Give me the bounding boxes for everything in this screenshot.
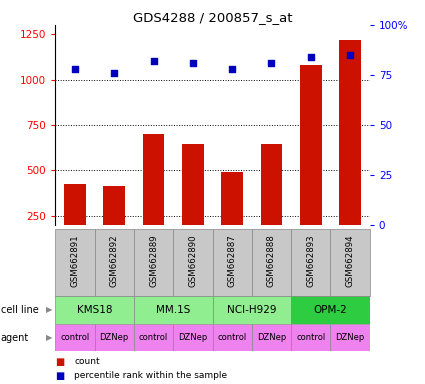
Text: GSM662894: GSM662894: [346, 235, 354, 288]
Point: [150, 58, 157, 64]
Text: control: control: [139, 333, 168, 342]
Bar: [212, 324, 252, 351]
Bar: [339, 40, 361, 262]
Bar: [173, 324, 212, 351]
Text: agent: agent: [1, 333, 29, 343]
Text: GSM662890: GSM662890: [188, 235, 197, 288]
Bar: [134, 229, 173, 296]
Bar: [55, 229, 94, 296]
Bar: [134, 296, 212, 324]
Text: OPM-2: OPM-2: [314, 305, 347, 315]
Text: MM.1S: MM.1S: [156, 305, 190, 315]
Text: NCI-H929: NCI-H929: [227, 305, 277, 315]
Bar: [291, 229, 331, 296]
Bar: [94, 324, 134, 351]
Text: control: control: [218, 333, 247, 342]
Bar: [252, 324, 291, 351]
Text: DZNep: DZNep: [178, 333, 207, 342]
Text: ▶: ▶: [45, 305, 52, 314]
Text: GSM662887: GSM662887: [228, 235, 237, 288]
Bar: [55, 296, 134, 324]
Text: GSM662891: GSM662891: [71, 235, 79, 288]
Bar: [331, 229, 370, 296]
Text: ▶: ▶: [45, 333, 52, 342]
Bar: [261, 144, 282, 262]
Point: [229, 66, 235, 72]
Text: GSM662893: GSM662893: [306, 235, 315, 288]
Text: GDS4288 / 200857_s_at: GDS4288 / 200857_s_at: [133, 12, 292, 25]
Text: DZNep: DZNep: [257, 333, 286, 342]
Bar: [221, 172, 243, 262]
Text: ■: ■: [55, 357, 65, 367]
Text: control: control: [296, 333, 326, 342]
Bar: [134, 324, 173, 351]
Bar: [103, 186, 125, 262]
Text: ■: ■: [55, 371, 65, 381]
Text: DZNep: DZNep: [335, 333, 365, 342]
Text: control: control: [60, 333, 90, 342]
Text: GSM662889: GSM662889: [149, 235, 158, 288]
Text: KMS18: KMS18: [77, 305, 112, 315]
Bar: [173, 229, 212, 296]
Text: DZNep: DZNep: [99, 333, 129, 342]
Text: count: count: [74, 357, 100, 366]
Bar: [331, 324, 370, 351]
Point: [111, 70, 118, 76]
Text: GSM662888: GSM662888: [267, 235, 276, 288]
Bar: [300, 65, 322, 262]
Bar: [212, 296, 291, 324]
Bar: [212, 229, 252, 296]
Text: GSM662892: GSM662892: [110, 235, 119, 288]
Bar: [182, 144, 204, 262]
Point: [347, 52, 354, 58]
Point: [268, 60, 275, 66]
Point: [307, 54, 314, 60]
Bar: [291, 296, 370, 324]
Bar: [55, 324, 94, 351]
Bar: [252, 229, 291, 296]
Point: [190, 60, 196, 66]
Text: cell line: cell line: [1, 305, 39, 315]
Bar: [143, 134, 164, 262]
Bar: [64, 184, 86, 262]
Bar: [291, 324, 331, 351]
Text: percentile rank within the sample: percentile rank within the sample: [74, 371, 227, 380]
Bar: [94, 229, 134, 296]
Point: [71, 66, 78, 72]
